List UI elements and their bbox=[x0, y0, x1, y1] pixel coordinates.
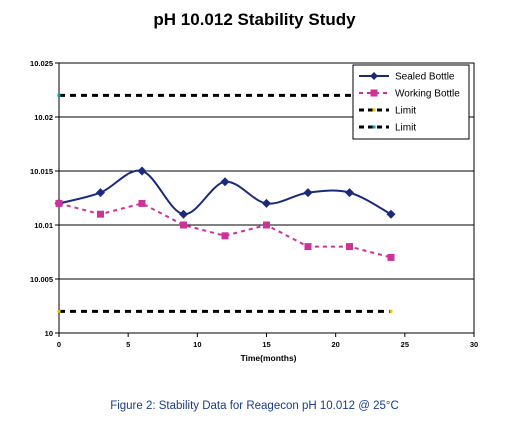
data-point bbox=[345, 188, 354, 198]
x-tick-label: 0 bbox=[57, 340, 61, 349]
data-point bbox=[303, 188, 313, 198]
x-tick-label: 20 bbox=[331, 340, 339, 349]
legend-label: Limit bbox=[395, 123, 416, 134]
x-tick-label: 15 bbox=[262, 340, 270, 349]
y-tick-label: 10.01 bbox=[34, 221, 53, 230]
legend-label: Limit bbox=[395, 106, 416, 117]
data-point bbox=[138, 199, 146, 207]
legend-marker bbox=[370, 72, 378, 80]
legend-item: Limit bbox=[359, 106, 416, 117]
series-line bbox=[58, 202, 392, 259]
data-point bbox=[179, 209, 188, 219]
series-limit bbox=[57, 93, 393, 97]
data-point bbox=[220, 177, 230, 187]
y-tick-label: 10.025 bbox=[30, 59, 53, 68]
chart-title: pH 10.012 Stability Study bbox=[153, 10, 356, 29]
data-point bbox=[262, 198, 271, 208]
axes: 10 10.005 10.01 10.015 10.02 10.025 0 5 10 15 20 25… bbox=[30, 59, 478, 363]
data-point bbox=[386, 209, 396, 219]
data-point bbox=[96, 188, 105, 198]
limit-marker bbox=[57, 309, 61, 313]
legend-label: Sealed Bottle bbox=[395, 72, 455, 83]
series-limit bbox=[57, 309, 393, 313]
data-point bbox=[55, 199, 63, 207]
legend-marker bbox=[370, 89, 378, 97]
legend-marker bbox=[372, 125, 376, 129]
series-lines bbox=[54, 93, 396, 313]
legend-label: Working Bottle bbox=[395, 89, 460, 100]
data-point bbox=[346, 243, 353, 251]
y-tick-label: 10.015 bbox=[30, 167, 53, 176]
legend: Sealed Bottle Working Bottle Limit Limit bbox=[352, 64, 470, 140]
y-tick-label: 10.02 bbox=[34, 113, 53, 122]
legend-item: Sealed Bottle bbox=[359, 72, 455, 83]
y-tick-label: 10 bbox=[45, 329, 53, 338]
legend-item: Working Bottle bbox=[359, 89, 460, 100]
x-tick-label: 30 bbox=[470, 340, 478, 349]
x-tick-label: 5 bbox=[126, 340, 130, 349]
legend-item: Limit bbox=[359, 123, 416, 134]
grid-lines bbox=[59, 116, 474, 280]
y-tick-label: 10.005 bbox=[30, 275, 53, 284]
x-axis-title: Time(months) bbox=[240, 353, 296, 363]
x-tick-label: 25 bbox=[401, 340, 409, 349]
limit-marker bbox=[57, 93, 61, 97]
limit-marker bbox=[389, 309, 393, 313]
data-point bbox=[137, 166, 147, 176]
stability-line-chart: 10 10.005 10.01 10.015 10.02 10.025 0 5 10 15 20 25… bbox=[30, 59, 478, 363]
data-point bbox=[180, 221, 187, 229]
data-point bbox=[97, 210, 104, 218]
legend-marker bbox=[372, 108, 376, 112]
data-point bbox=[263, 221, 270, 229]
series-line bbox=[58, 169, 392, 216]
figure-caption: Figure 2: Stability Data for Reagecon pH… bbox=[110, 400, 399, 412]
x-tick-label: 10 bbox=[193, 340, 201, 349]
series-working-bottle bbox=[55, 199, 395, 261]
series-sealed-bottle bbox=[54, 166, 396, 219]
data-point bbox=[221, 232, 229, 240]
data-point bbox=[304, 243, 312, 251]
data-point bbox=[387, 253, 395, 261]
